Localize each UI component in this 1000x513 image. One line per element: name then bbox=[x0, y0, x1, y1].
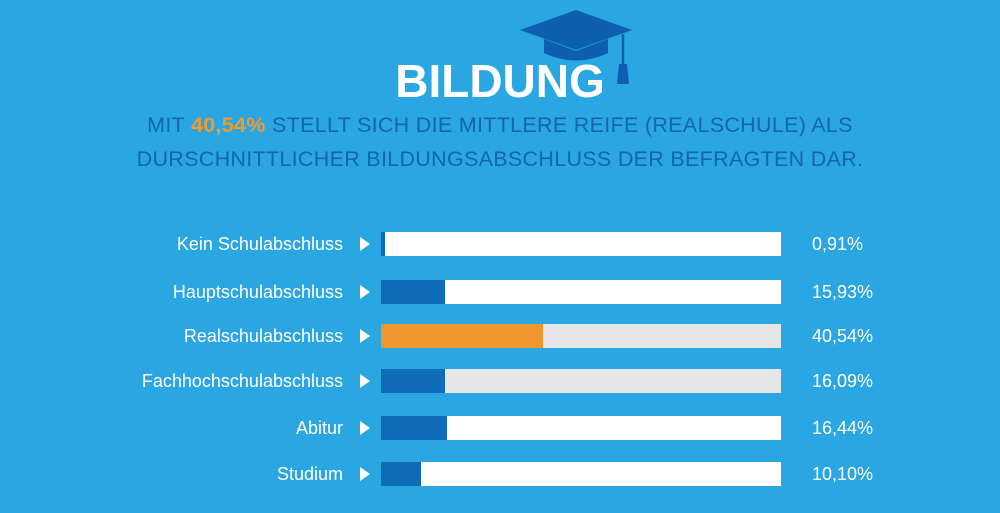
category-label: Fachhochschulabschluss bbox=[141, 371, 343, 391]
value-label: 10,10% bbox=[812, 464, 874, 484]
bar-fill bbox=[381, 324, 543, 348]
bar-track bbox=[381, 369, 781, 393]
highlight-value: 40,54% bbox=[190, 113, 266, 137]
triangle-marker-icon bbox=[360, 374, 370, 388]
triangle-marker-icon bbox=[360, 237, 370, 251]
category-label: Kein Schulabschluss bbox=[176, 234, 343, 254]
triangle-marker-icon bbox=[360, 285, 370, 299]
category-label: Abitur bbox=[295, 418, 343, 438]
bar-fill bbox=[381, 416, 447, 440]
value-label: 15,93% bbox=[812, 282, 874, 302]
bar-fill bbox=[381, 462, 421, 486]
value-label: 0,91% bbox=[812, 234, 864, 254]
graduation-cap-icon bbox=[520, 10, 632, 84]
value-label: 16,44% bbox=[812, 418, 874, 438]
headline-statement: MIT 40,54% STELLT SICH DIE MITTLERE REIF… bbox=[136, 113, 864, 171]
category-label: Studium bbox=[276, 464, 343, 484]
bar-track bbox=[381, 280, 781, 304]
triangle-marker-icon bbox=[360, 421, 370, 435]
category-label: Realschulabschluss bbox=[183, 326, 343, 346]
value-label: 40,54% bbox=[812, 326, 874, 346]
triangle-marker-icon bbox=[360, 329, 370, 343]
triangle-marker-icon bbox=[360, 467, 370, 481]
category-label: Hauptschulabschluss bbox=[172, 282, 343, 302]
bar-fill bbox=[381, 280, 445, 304]
bar-track bbox=[381, 462, 781, 486]
value-label: 16,09% bbox=[812, 371, 874, 391]
page-title: BILDUNG bbox=[395, 55, 605, 107]
bar-track bbox=[381, 324, 781, 348]
bar-track bbox=[381, 232, 781, 256]
bar-fill bbox=[381, 369, 445, 393]
bar-fill bbox=[381, 232, 385, 256]
bar-track bbox=[381, 416, 781, 440]
